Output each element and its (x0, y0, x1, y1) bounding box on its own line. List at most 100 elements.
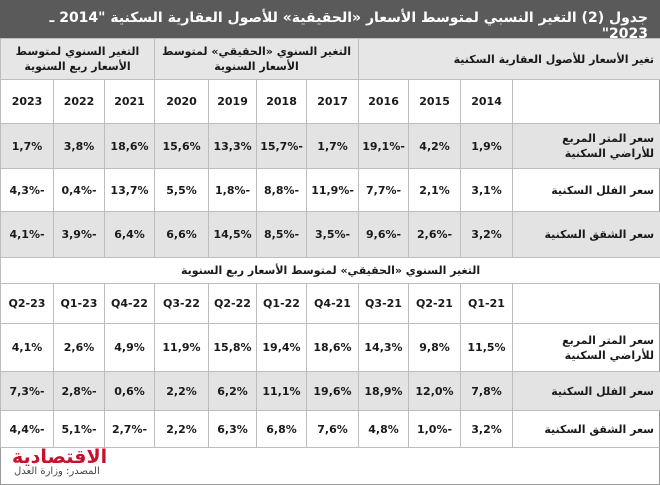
quarter-header: Q4-22 (104, 283, 155, 324)
quarter-header: Q1-21 (460, 283, 513, 324)
value-cell: 1,9% (460, 123, 514, 169)
value-cell: 15,8% (208, 323, 257, 372)
value-cell: 14,3% (358, 323, 409, 372)
quarter-header: 21-Q4 (306, 283, 359, 324)
value-cell: 19,4% (256, 323, 307, 372)
table-row: سعر الفلل السكنية 3,1% 2,1% -7,7% -11,9%… (0, 168, 660, 212)
value-cell: 4,2% (408, 123, 462, 169)
row-label: سعر الفلل السكنية (512, 371, 660, 411)
value-cell: 11,5% (460, 323, 513, 372)
value-cell: -8,5% (256, 211, 308, 258)
value-cell: 6,6% (154, 211, 210, 258)
group-header-annual-real: التغير السنوي «الحقيقي» لمتوسط الأسعار ا… (154, 38, 360, 80)
value-cell: -2,8% (53, 371, 105, 411)
year-header: 2014 (460, 79, 514, 124)
value-cell: -8,8% (256, 168, 308, 212)
value-cell: 3,2% (460, 410, 513, 448)
value-cell: 6,4% (104, 211, 156, 258)
table-row: سعر الشقق السكنية 3,2% -2,6% -9,6% -3,5%… (0, 211, 660, 258)
row-label: سعر الشقق السكنية (512, 410, 660, 448)
value-cell: -4,1% (0, 211, 55, 258)
year-header: 2021 (104, 79, 156, 124)
quarter-header: 22-Q1 (256, 283, 307, 324)
value-cell: 7,6% (306, 410, 359, 448)
year-header: 2022 (53, 79, 106, 124)
value-cell: -15,7% (256, 123, 308, 169)
year-header: 2015 (408, 79, 462, 124)
value-cell: 3,2% (460, 211, 514, 258)
value-cell: 5,5% (154, 168, 210, 212)
value-cell: 4,8% (358, 410, 409, 448)
value-cell: -3,5% (306, 211, 360, 258)
row-label: سعر الفلل السكنية (512, 168, 660, 212)
value-cell: -4,3% (0, 168, 55, 212)
corner-cell (512, 79, 660, 124)
value-cell: -7,7% (358, 168, 410, 212)
group-header-quarterly: التغير السنوي لمتوسط الأسعار ربع السنوية (0, 38, 156, 80)
quarter-header: Q2-23 (0, 283, 54, 324)
value-cell: 2,6% (53, 323, 105, 372)
value-cell: 6,3% (208, 410, 257, 448)
value-cell: 3,8% (53, 123, 106, 169)
value-cell: 18,6% (104, 123, 156, 169)
value-cell: 9,8% (408, 323, 461, 372)
row-label: سعر المتر المربع للأراضي السكنية (512, 123, 660, 169)
table-row: سعر الشقق السكنية 3,2% -1,0% 4,8% 7,6% 6… (0, 410, 660, 448)
value-cell: 11,1% (256, 371, 307, 411)
quarter-header: Q2-22 (208, 283, 257, 324)
year-header: 2020 (154, 79, 210, 124)
year-header: 2023 (0, 79, 55, 124)
value-cell: 13,7% (104, 168, 156, 212)
year-header: 2017 (306, 79, 360, 124)
row-label: سعر الشقق السكنية (512, 211, 660, 258)
value-cell: 19,6% (306, 371, 359, 411)
quarterly-change-table: Q1-21 Q2-21 21-Q3 21-Q4 22-Q1 Q2-22 Q3-2… (0, 283, 660, 448)
value-cell: 4,9% (104, 323, 155, 372)
value-cell: 2,1% (408, 168, 462, 212)
value-cell: -1,8% (208, 168, 258, 212)
value-cell: 18,9% (358, 371, 409, 411)
value-cell: 7,8% (460, 371, 513, 411)
quarter-header: Q1-23 (53, 283, 105, 324)
value-cell: 4,1% (0, 323, 54, 372)
value-cell: -3,9% (53, 211, 106, 258)
publisher-logo: الاقتصادية (12, 446, 108, 468)
value-cell: 2,2% (154, 410, 209, 448)
value-cell: -2,6% (408, 211, 462, 258)
value-cell: -9,6% (358, 211, 410, 258)
table-row: سعر المتر المربع للأراضي السكنية 11,5% 9… (0, 323, 660, 372)
value-cell: 6,2% (208, 371, 257, 411)
quarter-header: 21-Q3 (358, 283, 409, 324)
corner-cell (512, 283, 660, 324)
value-cell: 1,7% (306, 123, 360, 169)
group-header-real-estate: تغير الأسعار للأصول العقارية السكنية (358, 38, 660, 80)
value-cell: 12,0% (408, 371, 461, 411)
quarter-header: Q3-22 (154, 283, 209, 324)
value-cell: 0,6% (104, 371, 155, 411)
value-cell: 11,9% (154, 323, 209, 372)
value-cell: -5,1% (53, 410, 105, 448)
value-cell: -2,7% (104, 410, 155, 448)
value-cell: -0,4% (53, 168, 106, 212)
table-title: جدول (2) التغير النسبي لمتوسط الأسعار «ا… (0, 0, 660, 42)
value-cell: 18,6% (306, 323, 359, 372)
annual-change-table: تغير الأسعار للأصول العقارية السكنية الت… (0, 38, 660, 284)
quarter-header: Q2-21 (408, 283, 461, 324)
source-note: المصدر: وزارة العدل (14, 466, 100, 477)
year-header: 2016 (358, 79, 410, 124)
value-cell: -19,1% (358, 123, 410, 169)
value-cell: -11,9% (306, 168, 360, 212)
value-cell: 14,5% (208, 211, 258, 258)
year-header: 2018 (256, 79, 308, 124)
value-cell: 13,3% (208, 123, 258, 169)
table-row: سعر المتر المربع للأراضي السكنية 1,9% 4,… (0, 123, 660, 169)
row-label: سعر المتر المربع للأراضي السكنية (512, 323, 660, 372)
table-row: سعر الفلل السكنية 7,8% 12,0% 18,9% 19,6%… (0, 371, 660, 411)
value-cell: -7,3% (0, 371, 54, 411)
value-cell: 1,7% (0, 123, 55, 169)
value-cell: 3,1% (460, 168, 514, 212)
value-cell: 15,6% (154, 123, 210, 169)
value-cell: -4,4% (0, 410, 54, 448)
value-cell: 6,8% (256, 410, 307, 448)
value-cell: 2,2% (154, 371, 209, 411)
